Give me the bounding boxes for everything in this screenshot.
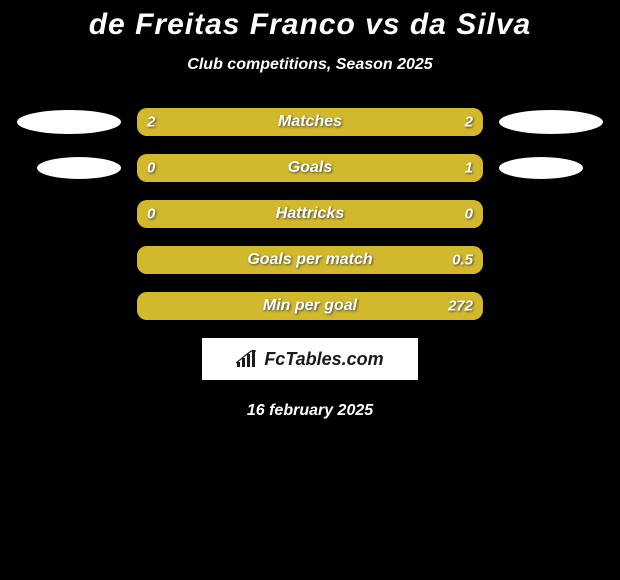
logo-text: FcTables.com xyxy=(264,349,383,370)
bar-value-right: 0.5 xyxy=(452,252,473,269)
badge-placeholder xyxy=(499,202,603,226)
stat-row-hattricks: 0 Hattricks 0 xyxy=(8,200,612,228)
bar-fill-right xyxy=(199,154,483,182)
date-label: 16 february 2025 xyxy=(0,402,620,420)
bar-matches: 2 Matches 2 xyxy=(137,108,483,136)
bar-label: Matches xyxy=(278,113,342,131)
bar-value-left: 2 xyxy=(147,114,155,131)
comparison-container: de Freitas Franco vs da Silva Club compe… xyxy=(0,0,620,420)
bar-mpg: Min per goal 272 xyxy=(137,292,483,320)
bar-goals: 0 Goals 1 xyxy=(137,154,483,182)
bar-label: Goals xyxy=(288,159,332,177)
player-left-badge xyxy=(17,110,121,134)
bar-hattricks: 0 Hattricks 0 xyxy=(137,200,483,228)
badge-placeholder xyxy=(17,248,121,272)
stat-row-goals: 0 Goals 1 xyxy=(8,154,612,182)
chart-area: 2 Matches 2 0 Goals 1 0 Hattricks xyxy=(0,108,620,320)
stat-row-mpg: Min per goal 272 xyxy=(8,292,612,320)
subtitle: Club competitions, Season 2025 xyxy=(0,56,620,74)
bar-gpm: Goals per match 0.5 xyxy=(137,246,483,274)
bar-label: Min per goal xyxy=(263,297,357,315)
fctables-logo[interactable]: FcTables.com xyxy=(202,338,418,380)
bar-value-right: 272 xyxy=(448,298,473,315)
bar-chart-icon xyxy=(236,350,258,368)
player-left-badge xyxy=(37,157,121,179)
bar-value-left: 0 xyxy=(147,206,155,223)
badge-placeholder xyxy=(17,202,121,226)
bar-label: Goals per match xyxy=(247,251,372,269)
bar-value-right: 1 xyxy=(465,160,473,177)
bar-value-right: 0 xyxy=(465,206,473,223)
bar-value-left: 0 xyxy=(147,160,155,177)
stat-row-gpm: Goals per match 0.5 xyxy=(8,246,612,274)
bar-value-right: 2 xyxy=(465,114,473,131)
player-right-badge xyxy=(499,110,603,134)
player-right-badge xyxy=(499,157,583,179)
stat-row-matches: 2 Matches 2 xyxy=(8,108,612,136)
badge-placeholder xyxy=(499,294,603,318)
badge-placeholder xyxy=(17,294,121,318)
badge-placeholder xyxy=(499,248,603,272)
bar-label: Hattricks xyxy=(276,205,344,223)
page-title: de Freitas Franco vs da Silva xyxy=(0,8,620,42)
